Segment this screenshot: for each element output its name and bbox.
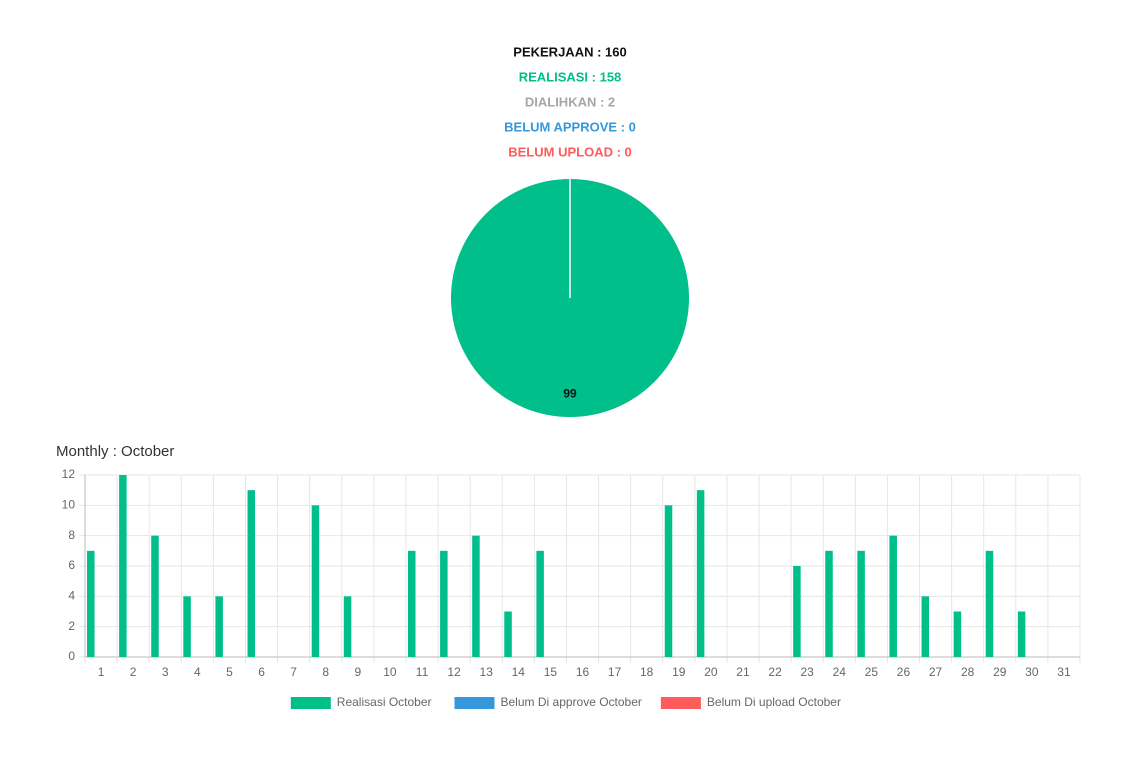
bar (151, 535, 159, 657)
bar (953, 611, 962, 657)
x-tick-label: 5 (226, 665, 233, 679)
bar (889, 535, 897, 657)
bar (504, 611, 512, 657)
x-tick-label: 29 (993, 665, 1007, 679)
x-tick-label: 7 (290, 665, 297, 679)
summary-line: REALISASI : 158 (519, 69, 622, 84)
x-tick-label: 13 (480, 665, 494, 679)
x-tick-label: 22 (768, 665, 782, 679)
x-tick-label: 9 (354, 665, 361, 679)
legend-label: Realisasi October (337, 695, 432, 709)
bar (87, 550, 95, 657)
x-tick-label: 30 (1025, 665, 1039, 679)
x-tick-label: 21 (736, 665, 750, 679)
summary-line: DIALIHKAN : 2 (525, 94, 615, 109)
summary-line: BELUM APPROVE : 0 (504, 119, 636, 134)
x-tick-label: 24 (833, 665, 847, 679)
bar (1017, 611, 1026, 657)
bar (343, 596, 352, 657)
bar (247, 490, 256, 657)
bar (857, 550, 865, 657)
x-tick-label: 10 (383, 665, 397, 679)
x-tick-label: 23 (800, 665, 814, 679)
x-tick-label: 18 (640, 665, 654, 679)
x-tick-label: 19 (672, 665, 686, 679)
bar (407, 550, 416, 657)
bar (664, 505, 673, 657)
bar (985, 550, 994, 657)
legend-swatch (454, 697, 495, 709)
y-tick-label: 0 (68, 649, 75, 663)
x-tick-label: 20 (704, 665, 718, 679)
x-tick-label: 11 (416, 665, 429, 679)
legend-label: Belum Di approve October (501, 695, 642, 709)
bar (440, 550, 448, 657)
bar (183, 596, 191, 657)
x-tick-label: 28 (961, 665, 975, 679)
bar (536, 550, 544, 657)
x-tick-label: 4 (194, 665, 201, 679)
x-tick-label: 3 (162, 665, 169, 679)
x-tick-label: 14 (512, 665, 526, 679)
bar (793, 566, 801, 657)
y-tick-label: 10 (62, 498, 76, 512)
bar (215, 596, 223, 657)
x-tick-label: 1 (98, 665, 105, 679)
bar (921, 596, 930, 657)
y-tick-label: 2 (68, 619, 75, 633)
y-tick-label: 6 (68, 558, 75, 572)
x-tick-label: 12 (447, 665, 461, 679)
summary-line: BELUM UPLOAD : 0 (508, 144, 632, 159)
x-tick-label: 16 (576, 665, 590, 679)
summary-line: PEKERJAAN : 160 (513, 44, 626, 59)
x-tick-label: 15 (544, 665, 558, 679)
x-tick-label: 17 (608, 665, 622, 679)
y-tick-label: 8 (68, 528, 75, 542)
bar (825, 550, 833, 657)
legend-swatch (660, 697, 701, 709)
bar (119, 475, 127, 657)
legend-label: Belum Di upload October (707, 695, 841, 709)
bar (311, 505, 320, 657)
x-tick-label: 8 (322, 665, 329, 679)
y-tick-label: 12 (62, 467, 76, 481)
x-tick-label: 6 (258, 665, 265, 679)
legend-swatch (290, 697, 331, 709)
x-tick-label: 26 (897, 665, 911, 679)
x-tick-label: 31 (1057, 665, 1071, 679)
bar (472, 535, 480, 657)
x-tick-label: 2 (130, 665, 137, 679)
slice-label: 99 (563, 387, 577, 401)
bar (696, 490, 705, 657)
y-tick-label: 4 (68, 589, 75, 603)
x-tick-label: 27 (929, 665, 943, 679)
chart-title: Monthly : October (56, 443, 174, 460)
x-tick-label: 25 (865, 665, 879, 679)
